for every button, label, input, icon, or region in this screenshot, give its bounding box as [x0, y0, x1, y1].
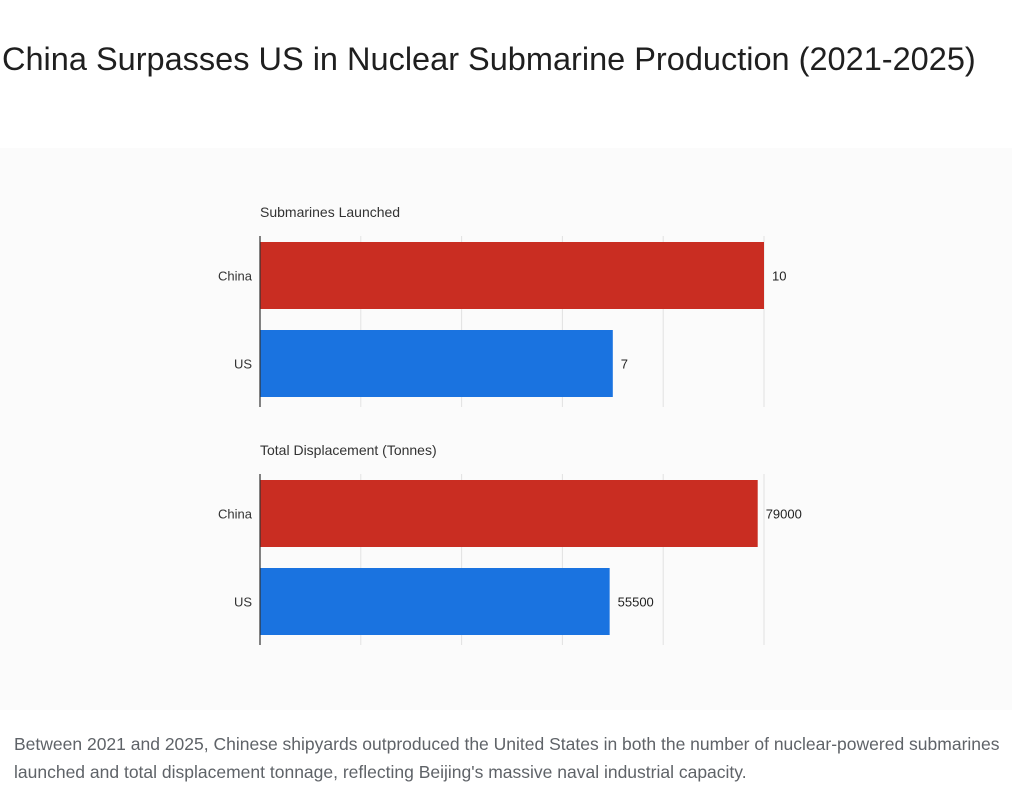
data-label: 55500: [618, 595, 654, 610]
chart-title: Submarines Launched: [260, 204, 400, 220]
chart-caption: Between 2021 and 2025, Chinese shipyards…: [14, 734, 1000, 782]
category-label: China: [218, 507, 253, 522]
bar-us: [260, 330, 613, 397]
category-label: US: [234, 595, 252, 610]
bar-china: [260, 480, 758, 547]
data-label: 10: [772, 269, 786, 284]
data-label: 7: [621, 357, 628, 372]
chart-title: Total Displacement (Tonnes): [260, 442, 437, 458]
data-label: 79000: [766, 507, 802, 522]
category-label: China: [218, 269, 253, 284]
bar-china: [260, 242, 764, 309]
category-label: US: [234, 357, 252, 372]
bar-charts: Submarines Launched China 10 US 7 Total Displ…: [218, 204, 802, 645]
bar-us: [260, 568, 610, 635]
page-title: China Surpasses US in Nuclear Submarine …: [2, 41, 976, 77]
